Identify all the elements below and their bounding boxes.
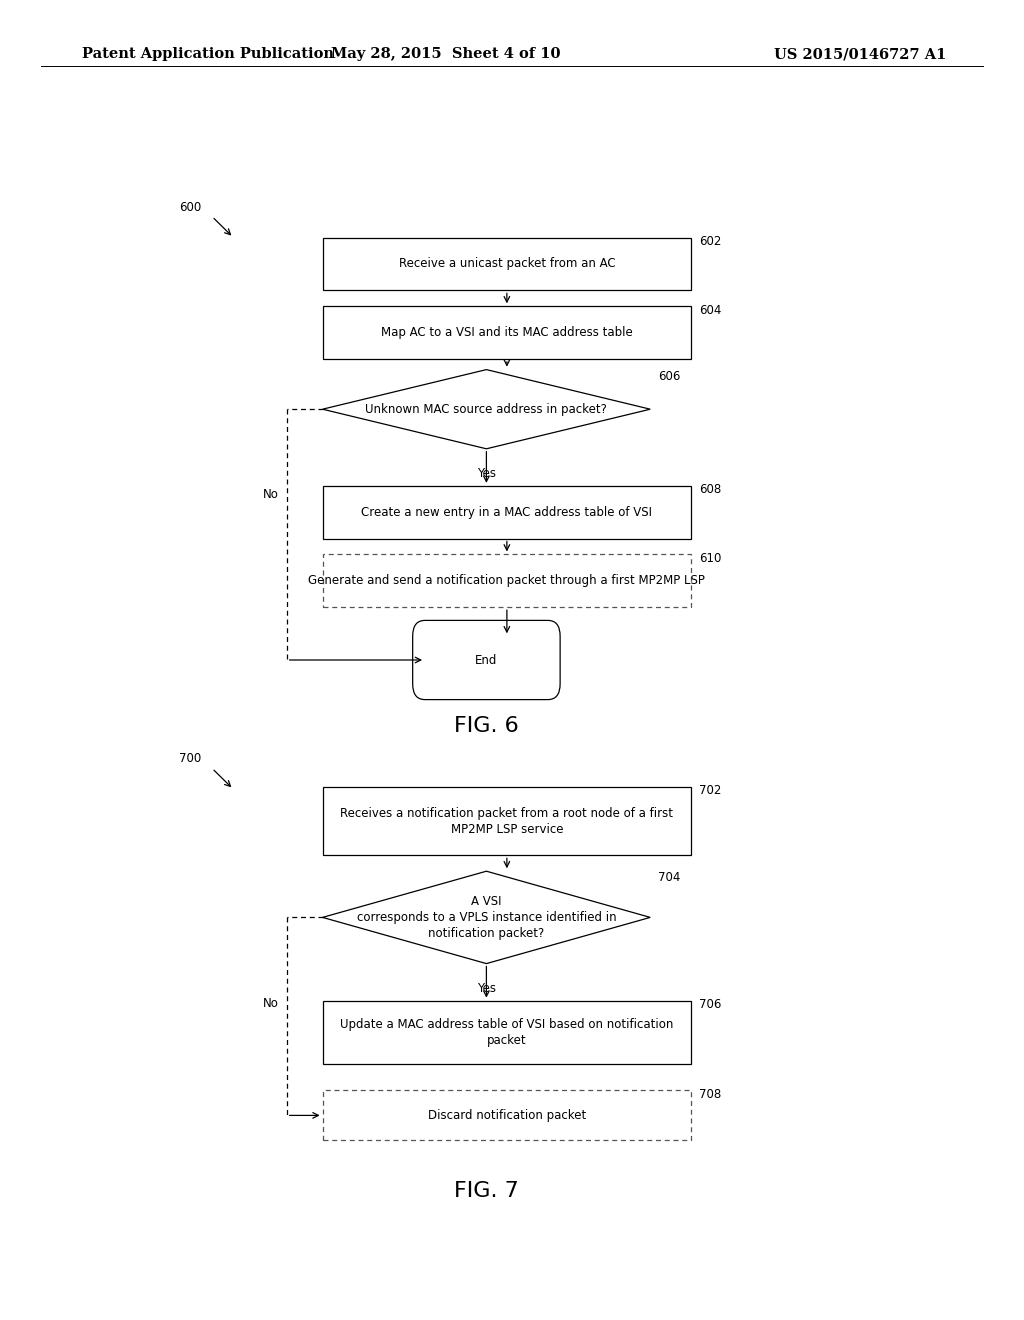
Text: 602: 602 xyxy=(699,235,722,248)
Bar xyxy=(323,554,691,607)
Text: Yes: Yes xyxy=(477,982,496,995)
Text: 604: 604 xyxy=(699,304,722,317)
FancyBboxPatch shape xyxy=(413,620,560,700)
Text: Receives a notification packet from a root node of a first
MP2MP LSP service: Receives a notification packet from a ro… xyxy=(340,807,674,836)
Text: 606: 606 xyxy=(658,370,681,383)
Text: No: No xyxy=(262,997,279,1010)
Text: FIG. 7: FIG. 7 xyxy=(454,1180,519,1201)
Polygon shape xyxy=(323,871,650,964)
Text: US 2015/0146727 A1: US 2015/0146727 A1 xyxy=(774,48,946,61)
Polygon shape xyxy=(323,370,650,449)
Text: Patent Application Publication: Patent Application Publication xyxy=(82,48,334,61)
Bar xyxy=(323,1001,691,1064)
Text: 700: 700 xyxy=(179,752,202,766)
Text: Generate and send a notification packet through a first MP2MP LSP: Generate and send a notification packet … xyxy=(308,574,706,587)
Text: A VSI
corresponds to a VPLS instance identified in
notification packet?: A VSI corresponds to a VPLS instance ide… xyxy=(356,895,616,940)
Text: 610: 610 xyxy=(699,552,722,565)
Bar xyxy=(323,1090,691,1140)
Bar xyxy=(323,306,691,359)
Text: Discard notification packet: Discard notification packet xyxy=(428,1109,586,1122)
Bar xyxy=(323,238,691,290)
Text: Yes: Yes xyxy=(477,467,496,480)
Text: 608: 608 xyxy=(699,483,722,496)
Text: 704: 704 xyxy=(658,871,681,884)
Text: Update a MAC address table of VSI based on notification
packet: Update a MAC address table of VSI based … xyxy=(340,1018,674,1047)
Text: Map AC to a VSI and its MAC address table: Map AC to a VSI and its MAC address tabl… xyxy=(381,326,633,339)
Text: 702: 702 xyxy=(699,784,722,797)
Text: May 28, 2015  Sheet 4 of 10: May 28, 2015 Sheet 4 of 10 xyxy=(331,48,560,61)
Text: Unknown MAC source address in packet?: Unknown MAC source address in packet? xyxy=(366,403,607,416)
Bar xyxy=(323,486,691,539)
Text: Receive a unicast packet from an AC: Receive a unicast packet from an AC xyxy=(398,257,615,271)
Text: 600: 600 xyxy=(179,201,202,214)
Text: End: End xyxy=(475,653,498,667)
Text: No: No xyxy=(262,488,279,502)
Bar xyxy=(323,787,691,855)
Text: 706: 706 xyxy=(699,998,722,1011)
Text: Create a new entry in a MAC address table of VSI: Create a new entry in a MAC address tabl… xyxy=(361,506,652,519)
Text: FIG. 6: FIG. 6 xyxy=(454,715,519,737)
Text: 708: 708 xyxy=(699,1088,722,1101)
